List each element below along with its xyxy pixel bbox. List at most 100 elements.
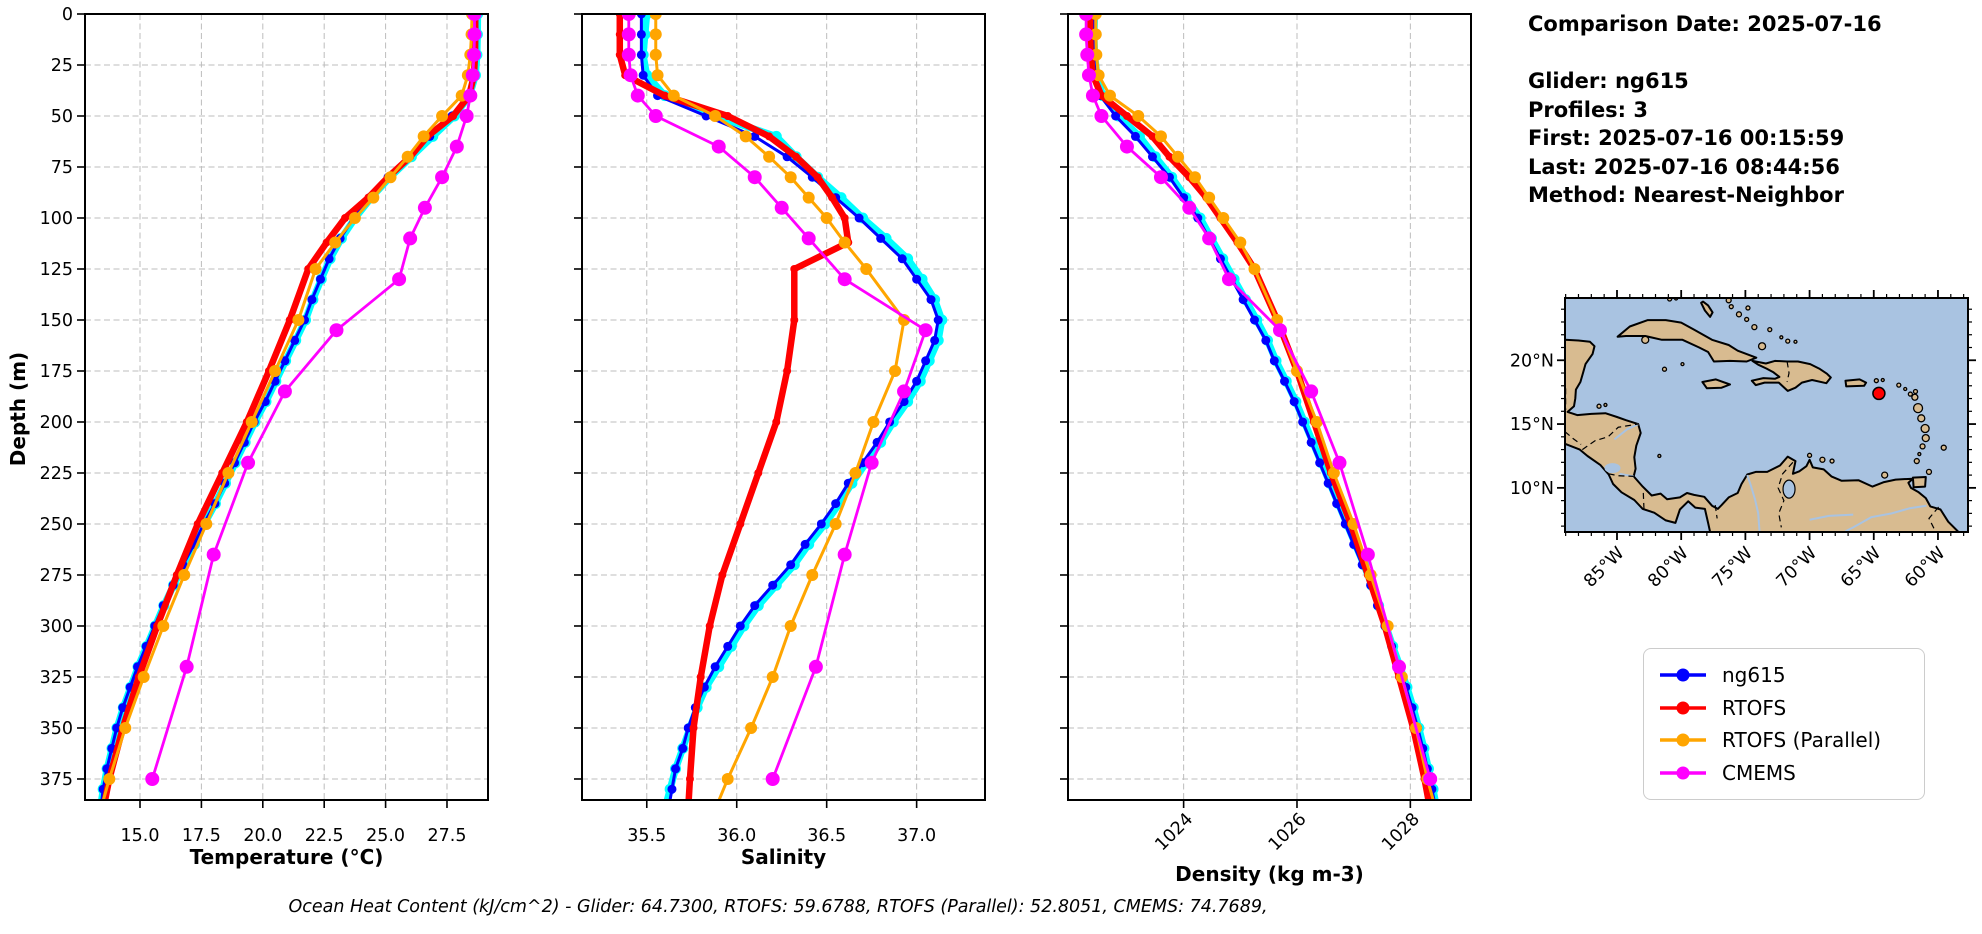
svg-text:17.5: 17.5 bbox=[182, 826, 221, 846]
map-island bbox=[1881, 471, 1889, 479]
svg-text:27.5: 27.5 bbox=[428, 826, 467, 846]
map-island bbox=[1920, 423, 1930, 434]
map-border bbox=[1581, 423, 1639, 451]
svg-text:0: 0 bbox=[62, 5, 73, 25]
svg-text:125: 125 bbox=[40, 260, 73, 280]
map-landmass bbox=[1911, 476, 1927, 489]
map-river bbox=[1845, 504, 1927, 532]
svg-text:50: 50 bbox=[51, 107, 73, 127]
comparison-date-text: Comparison Date: 2025-07-16 bbox=[1528, 12, 1882, 36]
svg-text:150: 150 bbox=[40, 311, 73, 331]
svg-text:1026: 1026 bbox=[1265, 809, 1311, 855]
density-plot: 1024 1026 1028 bbox=[1060, 13, 1472, 855]
map-island bbox=[1641, 335, 1650, 344]
map-border bbox=[1642, 492, 1645, 509]
map-island bbox=[1735, 311, 1743, 318]
svg-text:20°N: 20°N bbox=[1510, 351, 1554, 371]
svg-text:37.0: 37.0 bbox=[897, 826, 936, 846]
map-landmass bbox=[1750, 359, 1832, 392]
svg-text:325: 325 bbox=[40, 668, 73, 688]
svg-text:15°N: 15°N bbox=[1510, 415, 1554, 435]
map-island bbox=[1912, 402, 1924, 414]
map-island bbox=[1819, 456, 1826, 463]
map-river bbox=[1746, 474, 1761, 532]
depth-axis-label: Depth (m) bbox=[6, 351, 30, 467]
map-landmass bbox=[1844, 378, 1868, 388]
map-island bbox=[1919, 443, 1926, 450]
map-landmass bbox=[1616, 319, 1758, 363]
method-text: Method: Nearest-Neighbor bbox=[1528, 183, 1844, 207]
salinity-series-RTOFS bbox=[615, 13, 853, 801]
map-island bbox=[1912, 388, 1919, 395]
salinity-axis-label: Salinity bbox=[740, 845, 827, 869]
svg-text:36.0: 36.0 bbox=[717, 826, 756, 846]
glider-location bbox=[1872, 386, 1886, 401]
map-island bbox=[1793, 339, 1798, 344]
map-island bbox=[1767, 326, 1773, 333]
legend-label: ng615 bbox=[1722, 663, 1786, 688]
map-island bbox=[1603, 402, 1608, 408]
map-island bbox=[1657, 453, 1662, 459]
svg-text:100: 100 bbox=[40, 209, 73, 229]
map-border bbox=[1777, 461, 1794, 528]
map-island bbox=[1806, 452, 1813, 458]
svg-text:85°W: 85°W bbox=[1580, 543, 1628, 591]
info-spacer bbox=[1528, 39, 1882, 68]
map-island bbox=[1680, 361, 1685, 367]
map-island bbox=[1913, 457, 1920, 465]
legend-item-ng615: ng615 bbox=[1658, 663, 1910, 687]
temperature-series-ng615 bbox=[98, 13, 482, 801]
svg-text:175: 175 bbox=[40, 362, 73, 382]
legend-item-cmems: CMEMS bbox=[1658, 761, 1910, 785]
svg-text:350: 350 bbox=[40, 719, 73, 739]
ocean-heat-content-annotation: Ocean Heat Content (kJ/cm^2) - Glider: 6… bbox=[288, 897, 1268, 917]
svg-text:75: 75 bbox=[51, 158, 73, 178]
svg-text:36.5: 36.5 bbox=[807, 826, 846, 846]
svg-text:25: 25 bbox=[51, 56, 73, 76]
svg-text:275: 275 bbox=[40, 566, 73, 586]
map-island bbox=[1661, 366, 1668, 372]
legend-label: RTOFS bbox=[1722, 695, 1787, 720]
legend-item-rtofs-parallel-: RTOFS (Parallel) bbox=[1658, 728, 1910, 752]
map-island bbox=[1873, 378, 1879, 384]
temperature-axis-label: Temperature (°C) bbox=[189, 845, 384, 869]
caribbean-map: 85°W 80°W 75°W 70°W 65°W 60°W 20°N 15°N 10°N bbox=[1510, 290, 1976, 592]
legend-line-marker-icon bbox=[1660, 766, 1706, 780]
map-island bbox=[1907, 391, 1914, 397]
temperature-series-ng615-raw bbox=[97, 13, 484, 801]
temperature-series-RTOFS bbox=[101, 13, 480, 801]
svg-text:1024: 1024 bbox=[1152, 809, 1198, 855]
map-river bbox=[1809, 513, 1854, 521]
legend-line-marker-icon bbox=[1660, 668, 1706, 682]
legend-line-marker-icon bbox=[1660, 733, 1706, 747]
temperature-series-RTOFS-Parallel bbox=[101, 13, 479, 801]
map-island bbox=[1785, 338, 1791, 344]
map-landmass bbox=[1700, 300, 1714, 318]
svg-text:10°N: 10°N bbox=[1510, 479, 1554, 499]
svg-text:200: 200 bbox=[40, 413, 73, 433]
glider-name-text: Glider: ng615 bbox=[1528, 69, 1689, 93]
svg-text:250: 250 bbox=[40, 515, 73, 535]
svg-text:75°W: 75°W bbox=[1709, 543, 1757, 591]
map-lake bbox=[1604, 463, 1621, 474]
svg-text:300: 300 bbox=[40, 617, 73, 637]
map-border bbox=[1714, 504, 1718, 519]
map-island bbox=[1744, 316, 1750, 323]
map-landmass bbox=[1701, 378, 1731, 390]
legend-line-marker-icon bbox=[1660, 701, 1706, 715]
map-border bbox=[1928, 506, 1940, 529]
map-island bbox=[1596, 403, 1602, 409]
map-island bbox=[1745, 305, 1751, 311]
map-landmass bbox=[1565, 338, 1960, 532]
map-island bbox=[1917, 414, 1926, 423]
map-island bbox=[1896, 382, 1902, 388]
svg-text:1028: 1028 bbox=[1378, 809, 1424, 855]
svg-text:25.0: 25.0 bbox=[366, 826, 405, 846]
map-island bbox=[1940, 444, 1947, 451]
legend-label: CMEMS bbox=[1722, 760, 1796, 785]
map-border bbox=[1608, 473, 1634, 477]
map-island bbox=[1925, 468, 1933, 476]
map-island bbox=[1880, 377, 1885, 383]
